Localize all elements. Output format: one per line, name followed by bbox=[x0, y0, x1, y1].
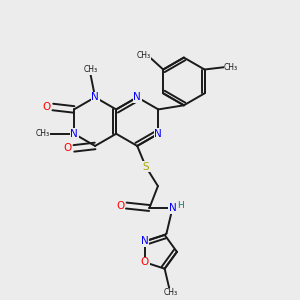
Text: CH₃: CH₃ bbox=[83, 65, 97, 74]
Text: N: N bbox=[169, 203, 176, 213]
Text: N: N bbox=[141, 236, 149, 246]
Text: N: N bbox=[154, 129, 162, 139]
Text: CH₃: CH₃ bbox=[137, 51, 151, 60]
Text: S: S bbox=[142, 162, 149, 172]
Text: CH₃: CH₃ bbox=[224, 63, 238, 72]
Text: CH₃: CH₃ bbox=[164, 288, 178, 297]
Text: N: N bbox=[134, 92, 141, 102]
Text: O: O bbox=[141, 257, 149, 267]
Text: CH₃: CH₃ bbox=[35, 129, 49, 138]
Text: O: O bbox=[116, 201, 124, 211]
Text: N: N bbox=[91, 92, 99, 102]
Text: O: O bbox=[42, 102, 50, 112]
Text: O: O bbox=[63, 143, 71, 153]
Text: N: N bbox=[70, 129, 78, 139]
Text: H: H bbox=[178, 201, 184, 210]
